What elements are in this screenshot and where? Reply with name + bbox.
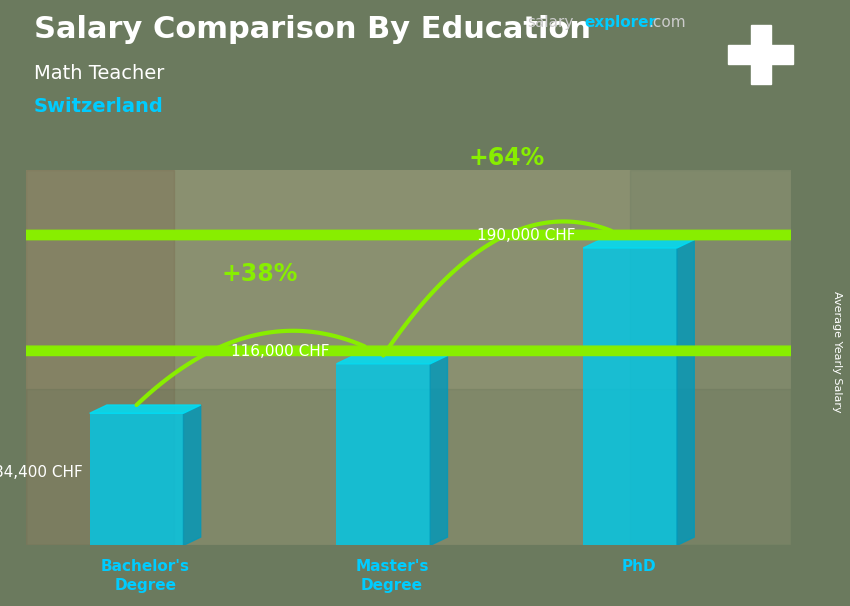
- Bar: [89, 413, 184, 545]
- Text: .com: .com: [649, 15, 686, 30]
- Polygon shape: [430, 356, 447, 545]
- Text: 84,400 CHF: 84,400 CHF: [0, 465, 82, 480]
- Text: Math Teacher: Math Teacher: [34, 64, 164, 82]
- Text: Bachelor's
Degree: Bachelor's Degree: [100, 559, 190, 593]
- Bar: [751, 25, 771, 84]
- Polygon shape: [184, 405, 201, 545]
- Bar: [26, 170, 173, 545]
- Text: Switzerland: Switzerland: [34, 97, 164, 116]
- Text: Master's
Degree: Master's Degree: [355, 559, 428, 593]
- Text: explorer: explorer: [585, 15, 657, 30]
- Polygon shape: [0, 346, 850, 356]
- Bar: [583, 248, 677, 545]
- Text: PhD: PhD: [621, 559, 656, 573]
- Text: +64%: +64%: [468, 146, 545, 170]
- Text: Average Yearly Salary: Average Yearly Salary: [832, 291, 842, 412]
- Bar: [337, 364, 430, 545]
- Bar: [630, 170, 790, 545]
- Polygon shape: [337, 356, 447, 364]
- Text: 116,000 CHF: 116,000 CHF: [230, 344, 329, 359]
- Polygon shape: [583, 240, 694, 248]
- Bar: [26, 389, 790, 545]
- Polygon shape: [677, 240, 694, 545]
- Polygon shape: [0, 230, 850, 240]
- Text: Salary Comparison By Education: Salary Comparison By Education: [34, 15, 591, 44]
- Text: 190,000 CHF: 190,000 CHF: [478, 228, 575, 244]
- Polygon shape: [89, 405, 201, 413]
- Text: salary: salary: [527, 15, 574, 30]
- Bar: [728, 45, 793, 64]
- Text: +38%: +38%: [222, 262, 298, 286]
